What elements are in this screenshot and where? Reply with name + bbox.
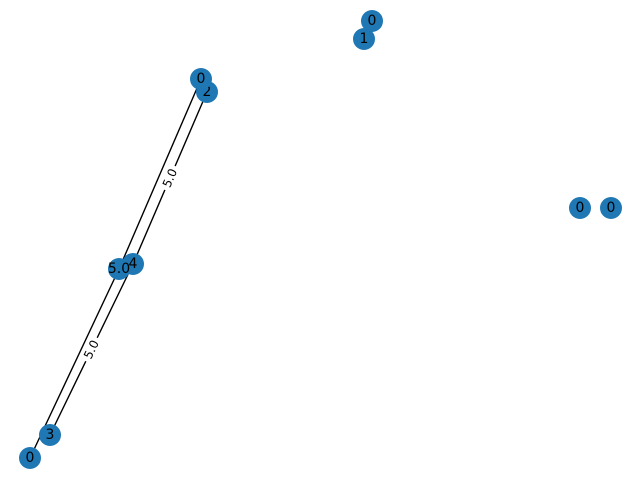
node-circle[interactable]: [108, 258, 130, 280]
edge-label-background: [157, 162, 183, 194]
node-n1[interactable]: 1: [353, 28, 375, 50]
node-label: 0: [26, 450, 35, 466]
node-circle[interactable]: [361, 10, 383, 32]
edge-label-text: 5.0: [160, 166, 180, 189]
node-n3[interactable]: 3: [39, 424, 61, 446]
node-label: 0: [607, 200, 616, 216]
node-label: 5.0: [108, 261, 130, 277]
node-label: 2: [203, 84, 212, 100]
node-circle[interactable]: [19, 447, 41, 469]
node-n2b[interactable]: 0: [190, 68, 212, 90]
node-label: 0: [197, 71, 206, 87]
node-n4b[interactable]: 5.0: [108, 258, 130, 280]
node-circle[interactable]: [39, 424, 61, 446]
node-label: 4: [129, 256, 138, 272]
node-n5[interactable]: 0: [569, 197, 591, 219]
node-n1b[interactable]: 0: [361, 10, 383, 32]
node-label: 0: [576, 200, 585, 216]
node-circle[interactable]: [190, 68, 212, 90]
node-circle[interactable]: [600, 197, 622, 219]
edge-label-n2-n4: 5.0: [157, 162, 183, 194]
node-n6[interactable]: 0: [600, 197, 622, 219]
edge-labels-layer: 5.0 5.0: [78, 162, 183, 365]
node-label: 3: [46, 427, 55, 443]
node-circle[interactable]: [569, 197, 591, 219]
node-n3b[interactable]: 0: [19, 447, 41, 469]
edge-n2b-n4b: [118, 78, 202, 270]
node-label: 0: [368, 13, 377, 29]
node-label: 1: [360, 31, 369, 47]
edge-label-background: [78, 334, 105, 365]
edge-label-n4-n3: 5.0: [78, 334, 105, 365]
node-circle[interactable]: [353, 28, 375, 50]
